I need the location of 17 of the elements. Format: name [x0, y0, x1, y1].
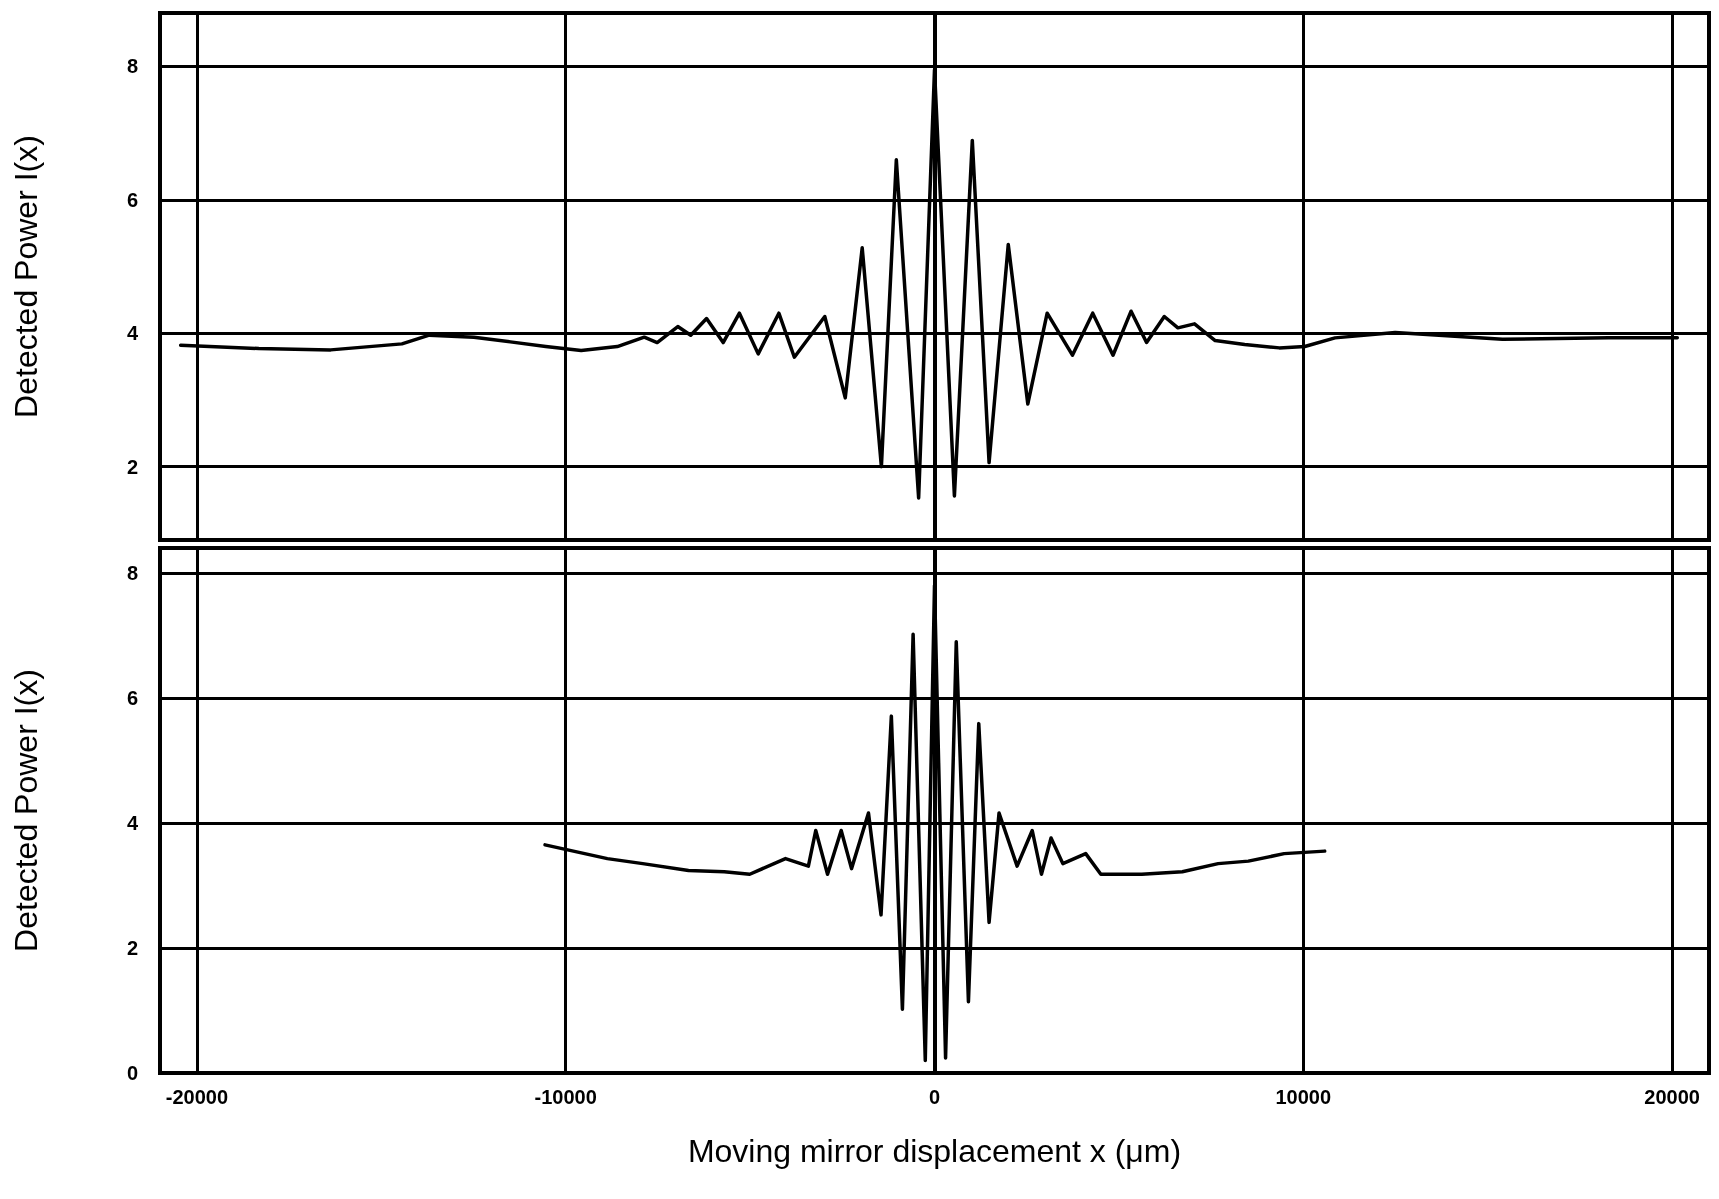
y-tick-label: 8: [126, 55, 138, 78]
y-axis-title: Detected Power I(x): [8, 669, 44, 952]
y-tick-label: 2: [126, 937, 138, 959]
x-tick-label: -20000: [165, 1086, 229, 1108]
x-tick-label: -10000: [534, 1086, 597, 1108]
x-tick-label: 20000: [1644, 1086, 1700, 1108]
x-axis-title: Moving mirror displacement x (μm): [687, 1133, 1182, 1169]
y-tick-label: 2: [126, 455, 138, 478]
y-axis-title: Detected Power I(x): [8, 135, 44, 418]
x-tick-label: 10000: [1275, 1086, 1332, 1108]
y-tick-label: 4: [126, 322, 139, 345]
x-tick-label: 0: [928, 1086, 941, 1108]
y-tick-label: 0: [126, 1062, 138, 1084]
y-tick-label: 4: [126, 812, 139, 834]
y-tick-label: 6: [126, 188, 138, 211]
y-tick-label: 8: [126, 562, 138, 584]
y-tick-label: 6: [126, 687, 138, 709]
